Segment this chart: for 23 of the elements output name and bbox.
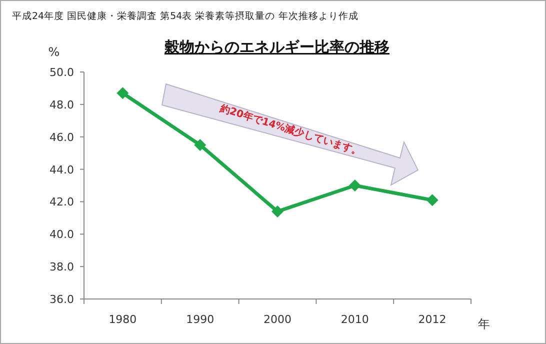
y-tick-label: 46.0 (50, 130, 74, 144)
x-tick-label: 2010 (340, 313, 369, 326)
x-tick-label: 2012 (418, 313, 446, 326)
point (426, 194, 438, 206)
y-tick-label: 44.0 (50, 163, 74, 176)
y-tick-label: 38.0 (50, 260, 74, 274)
y-tick-label: 36.0 (50, 293, 74, 306)
x-tick-label: 1990 (186, 313, 214, 326)
chart-title: 穀物からのエネルギー比率の推移 (164, 38, 390, 56)
y-tick-label: 42.0 (50, 196, 74, 209)
y-tick-label: 40.0 (50, 228, 74, 242)
point (272, 205, 284, 218)
point (116, 87, 129, 100)
y-tick-label: 50.0 (50, 66, 74, 79)
annotation: 約20年で14%減少しています。 (218, 102, 364, 158)
y-tick-label: 48.0 (50, 98, 74, 112)
x-tick-label: 2000 (264, 313, 292, 326)
x-tick-label: 1980 (108, 313, 137, 326)
point (348, 180, 361, 192)
point (194, 138, 206, 151)
text: 平成24年度 国民健康・栄養調査 第54表 栄養素等摂取量の 年次推移より作成 (12, 10, 358, 22)
y-axis-title: % (48, 45, 60, 59)
x-axis-title: 年 (478, 317, 490, 331)
